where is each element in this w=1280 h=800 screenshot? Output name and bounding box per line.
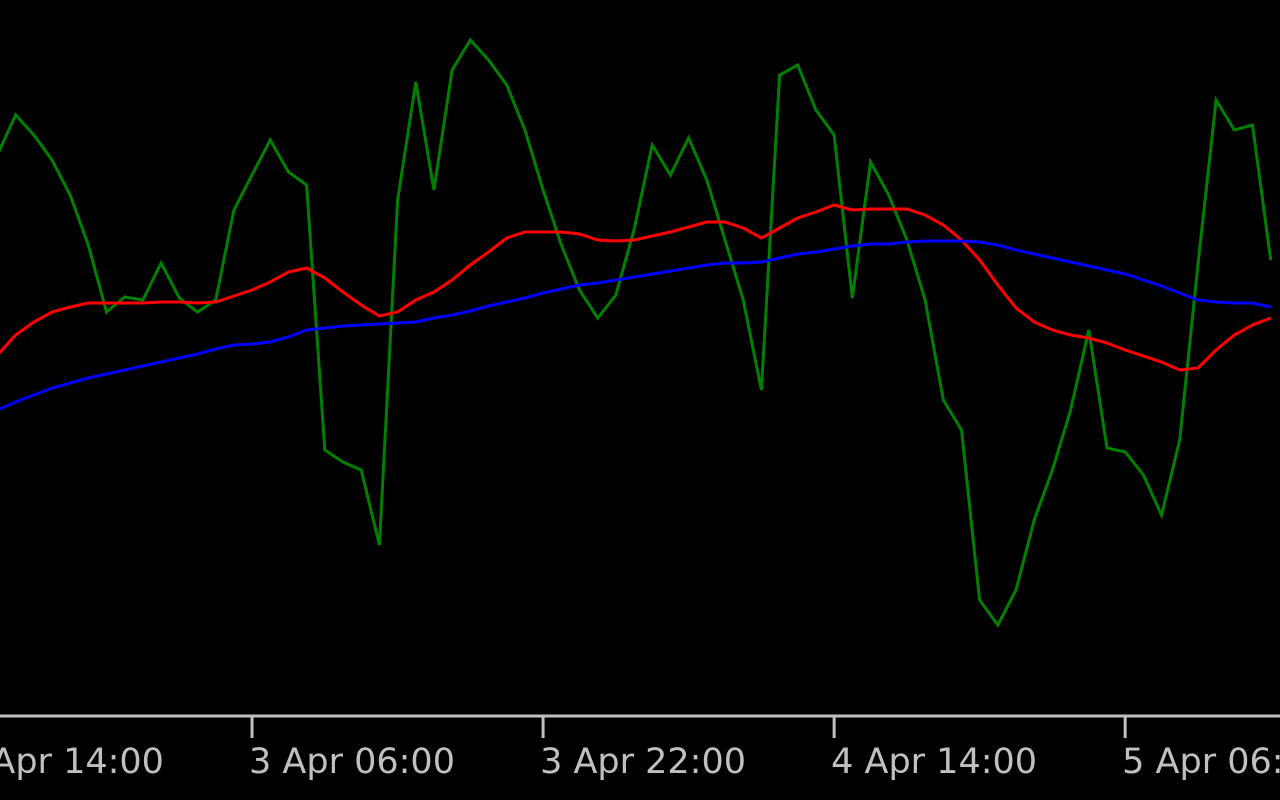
x-tick-label: 5 Apr 06:00 (1122, 742, 1280, 782)
series-line (0, 203, 1272, 372)
x-tick-label: 3 Apr 06:00 (249, 742, 455, 782)
x-tick-label: 4 Apr 14:00 (831, 742, 1037, 782)
x-tick-label: 3 Apr 22:00 (540, 742, 746, 782)
series-line (0, 239, 1272, 411)
series-line (0, 37, 1273, 628)
x-tick-label: 2 Apr 14:00 (0, 742, 164, 782)
